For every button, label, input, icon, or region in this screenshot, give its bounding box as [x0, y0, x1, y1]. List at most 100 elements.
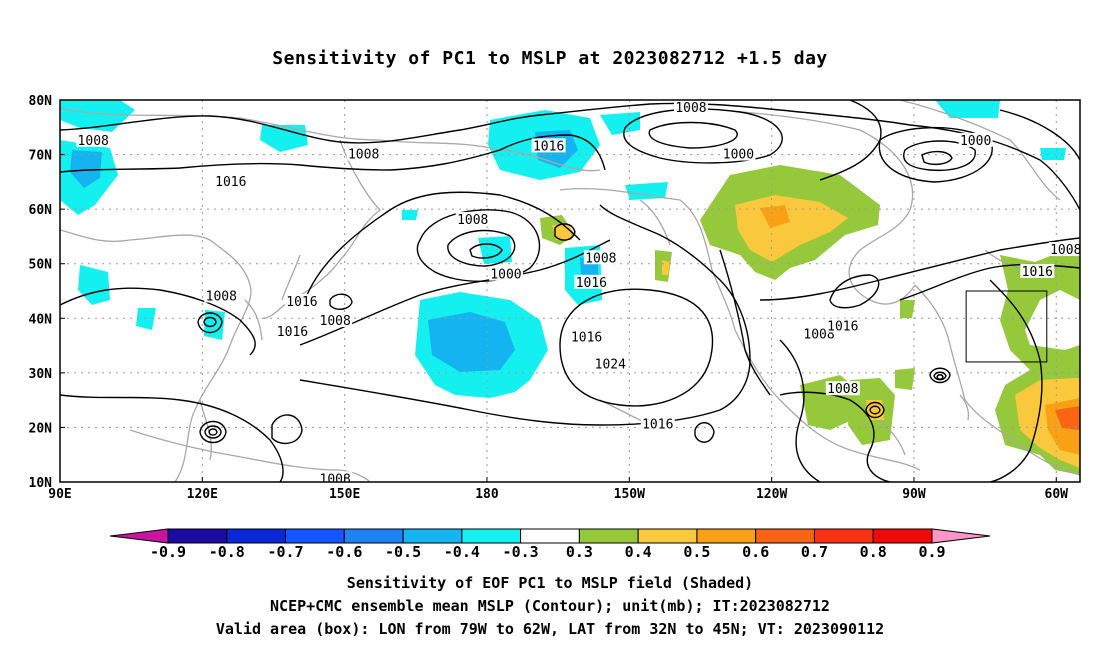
contour-hurricane: [933, 371, 947, 381]
shade-negative: [78, 265, 110, 305]
lat-tick-label: 20N: [29, 421, 53, 436]
colorbar-swatch: [696, 528, 757, 544]
contour-label: 1016: [533, 139, 564, 154]
lat-tick-label: 40N: [29, 312, 53, 327]
longitude-tick-labels: 90E 120E 150E 180 150W 120W 90W 60W: [48, 477, 1068, 502]
contour-label: 1008: [348, 148, 379, 163]
shade-positive: [1055, 406, 1080, 430]
contour-label-bg: [583, 250, 618, 265]
contour-992-lowNP: [469, 243, 503, 259]
contour-label-bg: [531, 138, 566, 153]
colorbar-swatch: [402, 528, 463, 544]
contour-1016: [60, 134, 606, 173]
colorbar-swatch: [872, 528, 933, 544]
colorbar-label: 0.5: [683, 543, 710, 561]
colorbar-label: -0.7: [267, 543, 303, 561]
contour-1008: [60, 102, 1080, 211]
lon-tick-label: 150W: [614, 487, 645, 502]
contour-label: 1016: [642, 418, 673, 433]
contour-1016-np: [304, 191, 581, 301]
contour-label: 1000: [960, 134, 991, 149]
lat-tick-label: 10N: [29, 476, 53, 491]
colorbar-label: 0.3: [566, 543, 593, 561]
shade-negative: [935, 100, 1000, 118]
shade-negative: [70, 150, 102, 188]
contour-label: 1000: [723, 148, 754, 163]
contour-hurricane: [929, 367, 951, 384]
caption-contour: NCEP+CMC ensemble mean MSLP (Contour); u…: [270, 597, 830, 615]
contour-1016-pac: [299, 204, 751, 426]
colorbar-swatch: [755, 528, 815, 544]
contour-label-bg: [825, 381, 860, 396]
contour-label: 1008: [585, 251, 616, 266]
colorbar-label: -0.3: [503, 543, 539, 561]
contour-1008-sw: [60, 394, 284, 482]
contour-east-atl: [989, 279, 1043, 482]
colorbar-label: -0.9: [150, 543, 186, 561]
shade-positive: [900, 300, 915, 318]
contour-label-bg: [204, 288, 239, 303]
lat-tick-label: 60N: [29, 203, 53, 218]
colorbar-label: -0.8: [209, 543, 245, 561]
contour-label-bg: [640, 416, 675, 431]
contour-label-bg: [593, 356, 628, 371]
colorbar-label: 0.7: [801, 543, 828, 561]
contour-label: 1008: [827, 382, 858, 397]
shade-negative: [260, 125, 308, 152]
contour-1000-lowNP: [447, 229, 516, 267]
contour-1016-gulf: [779, 339, 821, 482]
colorbar-label: -0.6: [326, 543, 362, 561]
colorbar-label: 0.6: [742, 543, 769, 561]
lat-tick-label: 30N: [29, 367, 53, 382]
contour-low-taiwan: [197, 312, 223, 334]
contour-label-bg: [1048, 242, 1080, 257]
lon-tick-label: 90W: [902, 487, 926, 502]
colorbar-swatch: [520, 528, 580, 544]
contour-1024: [559, 288, 714, 407]
contour-labels: 1008101610081016100810001000100810001008…: [76, 100, 1081, 487]
colorbar-label: -0.5: [385, 543, 421, 561]
colorbar-swatch: [167, 528, 228, 544]
contour-1008-na-west: [719, 249, 771, 396]
shade-negative: [1040, 148, 1066, 160]
contour-1000-north-atl: [878, 126, 993, 183]
map-title: Sensitivity of PC1 to MSLP at 2023082712…: [272, 48, 828, 69]
contour-ts-wp: [204, 425, 222, 439]
shade-negative: [478, 236, 512, 264]
valid-area-box: [965, 290, 1048, 363]
contour-label: 1016: [215, 175, 246, 190]
contour-992-north-atl: [903, 140, 976, 172]
contour-label: 1016: [576, 276, 607, 291]
mslp-contours: [60, 100, 1080, 482]
lon-tick-label: 180: [475, 487, 499, 502]
shade-negative: [428, 312, 515, 372]
lon-tick-label: 120W: [756, 487, 787, 502]
contour-label: 1008: [1050, 243, 1081, 258]
lat-tick-label: 70N: [29, 149, 53, 164]
contour-label: 1008: [675, 101, 706, 116]
contour-label: 1016: [827, 319, 858, 334]
shade-negative: [600, 112, 640, 135]
contour-label-bg: [825, 318, 860, 333]
colorbar-label: 0.9: [918, 543, 945, 561]
contour-label-bg: [275, 323, 310, 338]
contour-mid-na: [829, 274, 880, 309]
colorbar-right-tip: [931, 528, 991, 544]
contour-label: 1016: [1022, 265, 1053, 280]
colorbar-label: 0.4: [625, 543, 652, 561]
contour-label: 1024: [595, 358, 626, 373]
contour-small: [694, 422, 715, 443]
contour-label: 1008: [320, 472, 351, 487]
contour-label-bg: [1020, 263, 1055, 278]
colorbar-swatch: [343, 528, 404, 544]
caption-shading: Sensitivity of EOF PC1 to MSLP field (Sh…: [346, 574, 754, 592]
map-frame: [59, 99, 1081, 483]
sensitivity-shading: [60, 100, 1080, 475]
contour-label-bg: [318, 471, 353, 482]
contour-ts-gulf: [869, 405, 881, 415]
contour-label: 1008: [206, 289, 237, 304]
contour-984-north-atl: [921, 150, 953, 166]
contour-label-bg: [455, 212, 490, 227]
colorbar-swatch: [578, 528, 639, 544]
lon-tick-label: 60W: [1045, 487, 1069, 502]
